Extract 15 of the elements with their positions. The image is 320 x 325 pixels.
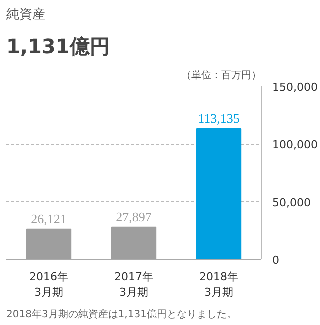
- text: （単位：百万円）: [182, 70, 262, 82]
- x-tick-label: 2018年 3月期: [200, 270, 239, 300]
- text: 2018年3月期の純資産は1,131億円となりました。: [6, 308, 237, 320]
- x-tick-label: 2016年 3月期: [30, 270, 69, 300]
- data-label: 27,897: [116, 209, 152, 224]
- x-tick-label: 2017年 3月期: [114, 270, 154, 300]
- bar: [196, 128, 242, 260]
- y-tick-label: 150,000: [272, 81, 318, 94]
- chart-title: 純資産: [6, 6, 46, 22]
- data-label: 113,135: [198, 111, 240, 126]
- y-tick-label: 100,000: [272, 138, 318, 152]
- y-tick-label: 0: [272, 254, 280, 267]
- y-tick-label: 50,000: [272, 196, 311, 210]
- chart-subtitle: 1,131億円: [6, 34, 110, 58]
- data-label: 26,121: [31, 211, 67, 226]
